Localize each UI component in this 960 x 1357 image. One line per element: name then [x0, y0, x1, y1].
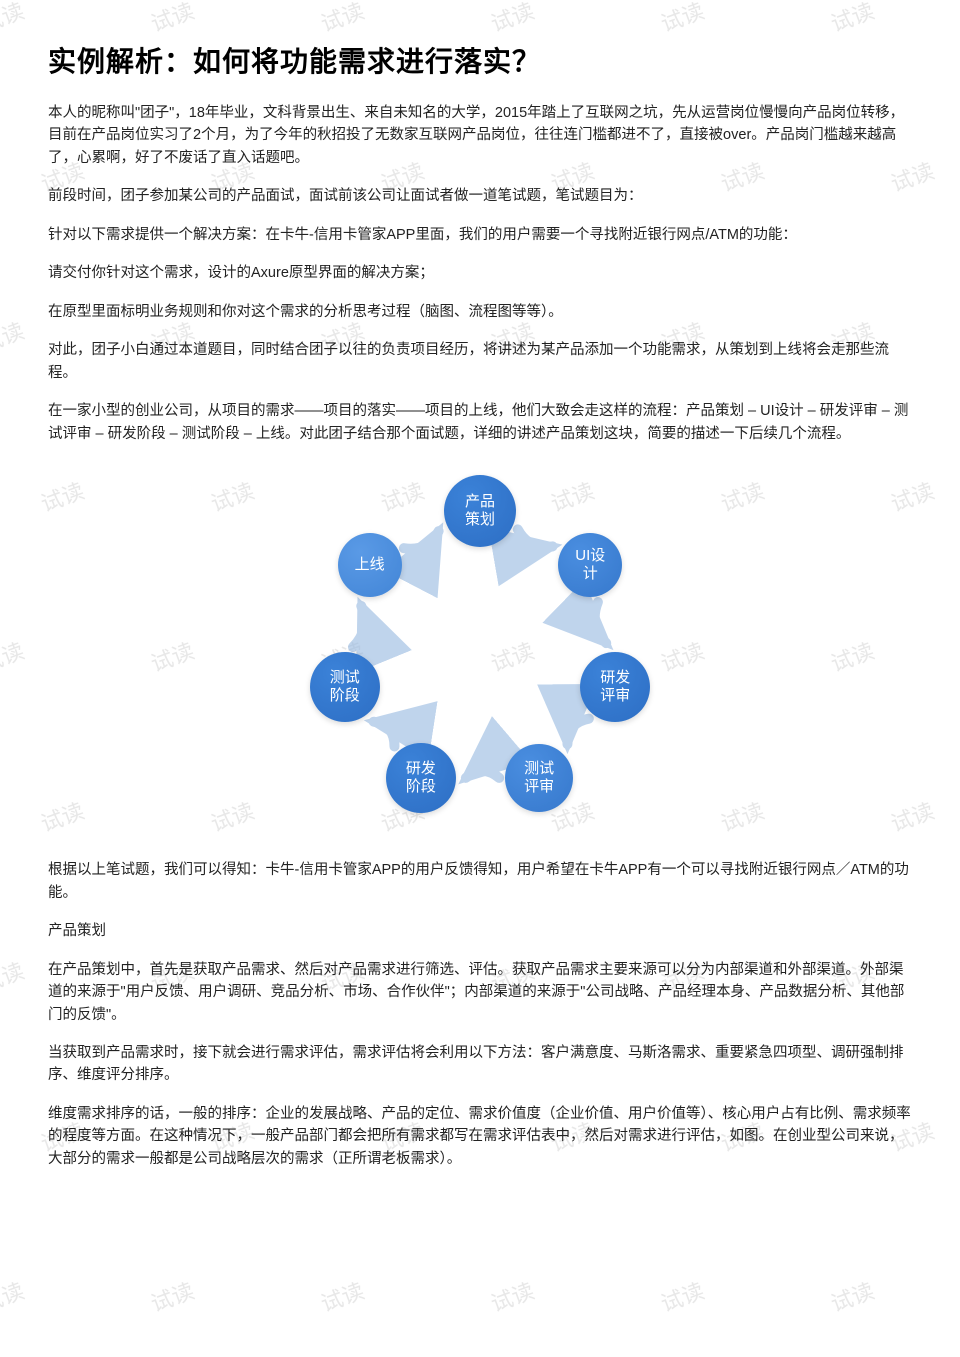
body-paragraph: 产品策划: [48, 920, 912, 942]
page-title: 实例解析：如何将功能需求进行落实？: [48, 40, 912, 80]
body-paragraph: 对此，团子小白通过本道题目，同时结合团子以往的负责项目经历，将讲述为某产品添加一…: [48, 339, 912, 384]
document-content: 实例解析：如何将功能需求进行落实？ 本人的昵称叫"团子"，18年毕业，文科背景出…: [0, 0, 960, 1170]
watermark-text: 试读: [826, 1273, 878, 1318]
cycle-node: 上线: [338, 533, 402, 597]
watermark-text: 试读: [486, 1273, 538, 1318]
cycle-node: 研发 阶段: [386, 743, 456, 813]
body-paragraph: 针对以下需求提供一个解决方案：在卡牛-信用卡管家APP里面，我们的用户需要一个寻…: [48, 224, 912, 246]
body-paragraph: 前段时间，团子参加某公司的产品面试，面试前该公司让面试者做一道笔试题，笔试题目为…: [48, 185, 912, 207]
watermark-text: 试读: [316, 1273, 368, 1318]
body-paragraph: 根据以上笔试题，我们可以得知：卡牛-信用卡管家APP的用户反馈得知，用户希望在卡…: [48, 859, 912, 904]
body-paragraph: 在产品策划中，首先是获取产品需求、然后对产品需求进行筛选、评估。获取产品需求主要…: [48, 959, 912, 1026]
cycle-node: 产品 策划: [444, 475, 516, 547]
cycle-node: 测试 评审: [505, 744, 573, 812]
cycle-diagram: 产品 策划UI设 计研发 评审测试 评审研发 阶段测试 阶段上线: [270, 461, 690, 841]
cycle-diagram-container: 产品 策划UI设 计研发 评审测试 评审研发 阶段测试 阶段上线: [48, 461, 912, 841]
paragraphs-after-diagram: 根据以上笔试题，我们可以得知：卡牛-信用卡管家APP的用户反馈得知，用户希望在卡…: [48, 859, 912, 1170]
body-paragraph: 维度需求排序的话，一般的排序：企业的发展战略、产品的定位、需求价值度（企业价值、…: [48, 1103, 912, 1170]
body-paragraph: 本人的昵称叫"团子"，18年毕业，文科背景出生、来自未知名的大学，2015年踏上…: [48, 102, 912, 169]
watermark-text: 试读: [146, 1273, 198, 1318]
body-paragraph: 在原型里面标明业务规则和你对这个需求的分析思考过程（脑图、流程图等等）。: [48, 301, 912, 323]
watermark-text: 试读: [0, 1273, 28, 1318]
watermark-text: 试读: [656, 1273, 708, 1318]
cycle-node: UI设 计: [558, 533, 622, 597]
body-paragraph: 请交付你针对这个需求，设计的Axure原型界面的解决方案；: [48, 262, 912, 284]
body-paragraph: 当获取到产品需求时，接下就会进行需求评估，需求评估将会利用以下方法：客户满意度、…: [48, 1042, 912, 1087]
body-paragraph: 在一家小型的创业公司，从项目的需求——项目的落实——项目的上线，他们大致会走这样…: [48, 400, 912, 445]
cycle-node: 测试 阶段: [310, 652, 380, 722]
paragraphs-before-diagram: 本人的昵称叫"团子"，18年毕业，文科背景出生、来自未知名的大学，2015年踏上…: [48, 102, 912, 445]
